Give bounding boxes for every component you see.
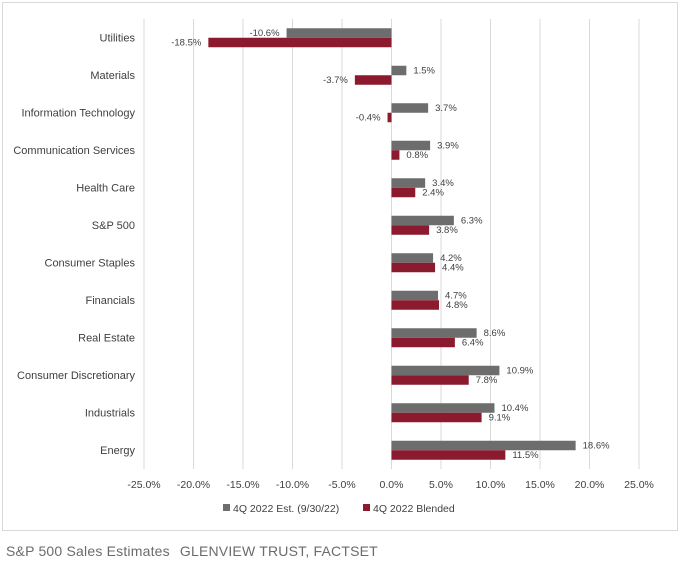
data-label: 7.8% <box>476 375 498 386</box>
x-tick-label: 25.0% <box>624 479 654 491</box>
chart-frame: Utilities Materials Information Technology… <box>2 2 678 531</box>
bar-blended <box>391 300 440 310</box>
bar-blended <box>354 75 392 85</box>
bar-estimate <box>391 215 454 226</box>
category-label: Materials <box>90 70 135 82</box>
data-label: 11.5% <box>512 450 539 461</box>
category-label: Energy <box>100 445 135 457</box>
bar-blended <box>391 412 482 423</box>
bar-estimate <box>391 328 477 338</box>
bar-estimate <box>391 178 426 188</box>
data-label: -3.7% <box>323 75 348 86</box>
bar-estimate <box>391 290 439 301</box>
category-label: S&P 500 <box>92 220 135 232</box>
data-label: 1.5% <box>413 65 435 76</box>
caption-title: S&P 500 Sales Estimates <box>6 543 170 559</box>
data-label: -0.4% <box>356 112 381 123</box>
data-label: 9.1% <box>489 412 511 423</box>
bar-blended <box>387 112 392 123</box>
data-label: 6.4% <box>462 337 484 348</box>
x-tick-label: -5.0% <box>328 479 355 491</box>
bar-blended <box>391 225 430 235</box>
bar-estimate <box>391 140 431 151</box>
legend-swatch-blended <box>363 504 370 511</box>
bar-estimate <box>391 103 429 113</box>
caption-source: GLENVIEW TRUST, FACTSET <box>179 543 378 559</box>
data-label: 4.2% <box>440 253 462 264</box>
data-label: 3.7% <box>435 103 457 114</box>
data-label: 2.4% <box>422 187 444 198</box>
x-tick-label: -10.0% <box>276 479 309 491</box>
category-label: Financials <box>85 295 135 307</box>
x-tick-label: 15.0% <box>525 479 555 491</box>
legend-label-estimate: 4Q 2022 Est. (9/30/22) <box>233 503 339 515</box>
category-label: Industrials <box>85 407 136 419</box>
bar-blended <box>391 450 506 460</box>
data-label: 4.4% <box>442 262 464 273</box>
category-label: Consumer Staples <box>45 257 136 269</box>
bar-blended <box>208 37 392 48</box>
legend-label-blended: 4Q 2022 Blended <box>373 503 455 515</box>
figure-caption: S&P 500 Sales Estimates GLENVIEW TRUST, F… <box>6 543 378 559</box>
x-tick-label: 0.0% <box>380 479 404 491</box>
data-label: 10.4% <box>501 403 528 414</box>
legend-swatch-estimate <box>223 504 230 511</box>
bar-blended <box>391 375 469 385</box>
category-label: Utilities <box>100 32 136 44</box>
x-tick-label: -25.0% <box>127 479 160 491</box>
bar-estimate <box>286 28 392 38</box>
category-label: Information Technology <box>21 107 135 119</box>
data-label: 4.8% <box>446 300 468 311</box>
data-label: -18.5% <box>171 37 202 48</box>
data-label: 8.6% <box>484 328 506 339</box>
data-label: 3.8% <box>436 225 458 236</box>
category-label: Consumer Discretionary <box>17 370 135 382</box>
data-label: 18.6% <box>583 440 610 451</box>
data-label: 3.9% <box>437 140 459 151</box>
bar-estimate <box>391 440 576 451</box>
data-label: 4.7% <box>445 290 467 301</box>
category-label: Communication Services <box>13 145 135 157</box>
bar-blended <box>391 187 416 198</box>
category-label: Real Estate <box>78 332 135 344</box>
x-tick-label: 5.0% <box>429 479 453 491</box>
data-label: 0.8% <box>406 150 428 161</box>
x-tick-label: -15.0% <box>226 479 259 491</box>
data-label: 10.9% <box>506 365 533 376</box>
x-tick-label: 20.0% <box>575 479 605 491</box>
bar-blended <box>391 337 455 348</box>
bar-chart: Utilities Materials Information Technology… <box>13 19 654 515</box>
bar-blended <box>391 262 436 273</box>
x-tick-label: -20.0% <box>177 479 210 491</box>
data-label: 6.3% <box>461 215 483 226</box>
data-label: -10.6% <box>249 28 280 39</box>
bar-estimate <box>391 65 407 76</box>
bar-estimate <box>391 253 434 263</box>
x-tick-label: 10.0% <box>476 479 506 491</box>
bar-estimate <box>391 365 500 376</box>
category-label: Health Care <box>76 182 135 194</box>
bar-estimate <box>391 403 495 413</box>
bar-blended <box>391 150 400 160</box>
data-label: 3.4% <box>432 178 454 189</box>
